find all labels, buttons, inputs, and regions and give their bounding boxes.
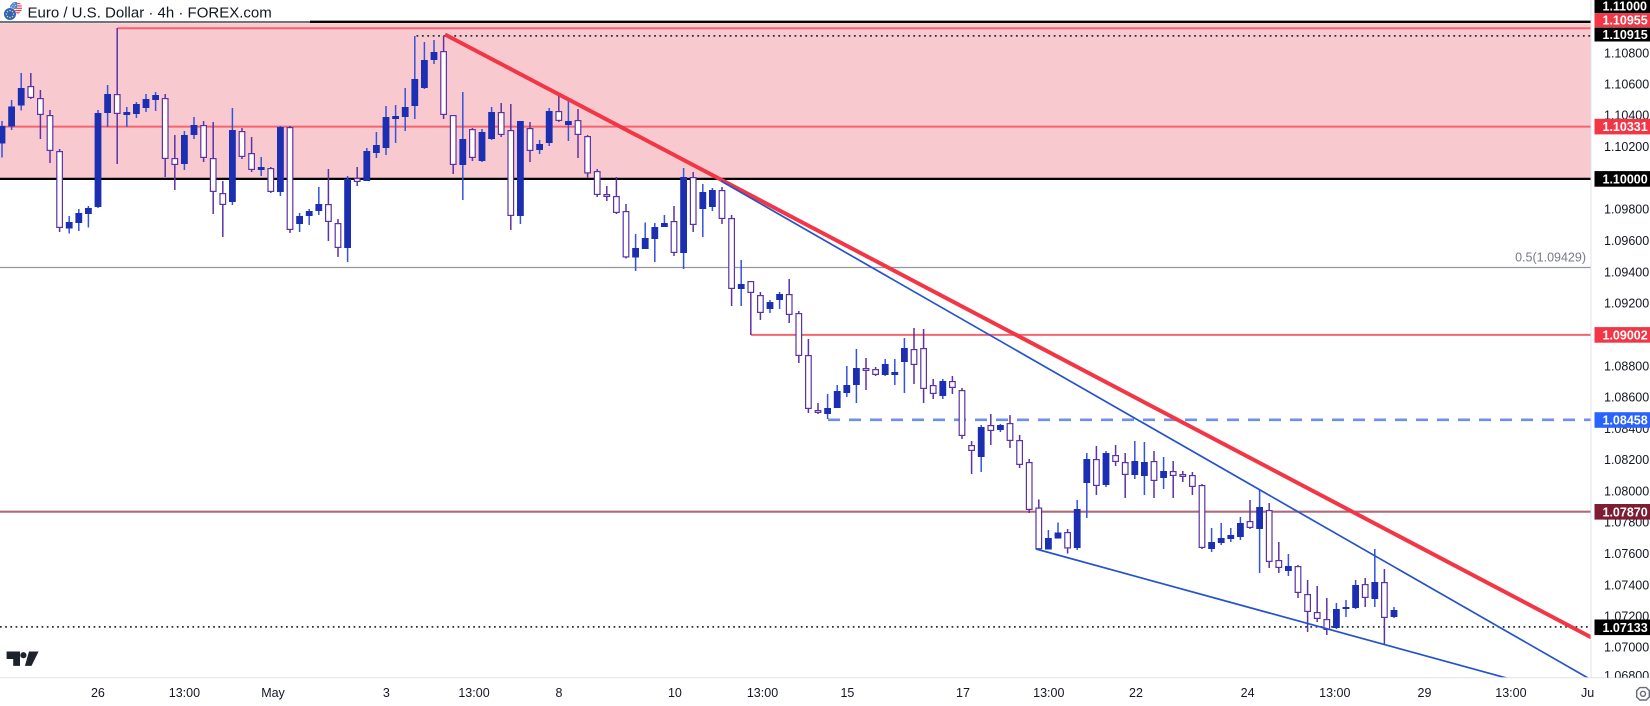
svg-text:1.08000: 1.08000 bbox=[1604, 484, 1649, 498]
svg-text:1.08600: 1.08600 bbox=[1604, 390, 1649, 404]
svg-text:29: 29 bbox=[1418, 686, 1432, 700]
svg-text:24: 24 bbox=[1241, 686, 1255, 700]
svg-text:May: May bbox=[261, 686, 285, 700]
svg-text:17: 17 bbox=[956, 686, 970, 700]
svg-text:1.09600: 1.09600 bbox=[1604, 234, 1649, 248]
svg-text:3: 3 bbox=[383, 686, 390, 700]
svg-text:Ju: Ju bbox=[1581, 686, 1594, 700]
svg-text:13:00: 13:00 bbox=[1319, 686, 1350, 700]
svg-text:1.08200: 1.08200 bbox=[1604, 453, 1649, 467]
svg-text:1.10915: 1.10915 bbox=[1603, 28, 1648, 42]
svg-text:1.07600: 1.07600 bbox=[1604, 547, 1649, 561]
svg-text:1.09200: 1.09200 bbox=[1604, 296, 1649, 310]
svg-text:0.5(1.09429): 0.5(1.09429) bbox=[1515, 251, 1586, 265]
svg-text:13:00: 13:00 bbox=[1495, 686, 1526, 700]
svg-text:1.10331: 1.10331 bbox=[1603, 120, 1648, 134]
svg-text:1.09400: 1.09400 bbox=[1604, 265, 1649, 279]
svg-text:1.07133: 1.07133 bbox=[1603, 621, 1648, 635]
svg-text:26: 26 bbox=[91, 686, 105, 700]
svg-text:1.11000: 1.11000 bbox=[1603, 0, 1648, 14]
svg-text:1.08458: 1.08458 bbox=[1603, 414, 1648, 428]
svg-text:13:00: 13:00 bbox=[458, 686, 489, 700]
svg-text:1.07870: 1.07870 bbox=[1603, 505, 1648, 519]
svg-text:15: 15 bbox=[840, 686, 854, 700]
svg-text:8: 8 bbox=[556, 686, 563, 700]
svg-text:10: 10 bbox=[668, 686, 682, 700]
svg-text:Euro / U.S. Dollar · 4h · FORE: Euro / U.S. Dollar · 4h · FOREX.com bbox=[28, 5, 272, 22]
svg-text:1.10600: 1.10600 bbox=[1604, 77, 1649, 91]
svg-text:1.07000: 1.07000 bbox=[1604, 641, 1649, 655]
svg-text:22: 22 bbox=[1129, 686, 1143, 700]
svg-text:1.10955: 1.10955 bbox=[1603, 14, 1648, 28]
svg-text:1.10800: 1.10800 bbox=[1604, 46, 1649, 60]
svg-text:1.06800: 1.06800 bbox=[1604, 669, 1649, 683]
svg-text:13:00: 13:00 bbox=[169, 686, 200, 700]
svg-text:1.09800: 1.09800 bbox=[1604, 202, 1649, 216]
svg-text:1.10200: 1.10200 bbox=[1604, 140, 1649, 154]
svg-text:13:00: 13:00 bbox=[747, 686, 778, 700]
svg-text:1.07400: 1.07400 bbox=[1604, 578, 1649, 592]
svg-text:1.09002: 1.09002 bbox=[1603, 328, 1648, 342]
svg-text:1.10000: 1.10000 bbox=[1603, 172, 1648, 186]
svg-text:13:00: 13:00 bbox=[1033, 686, 1064, 700]
svg-text:1.08800: 1.08800 bbox=[1604, 359, 1649, 373]
